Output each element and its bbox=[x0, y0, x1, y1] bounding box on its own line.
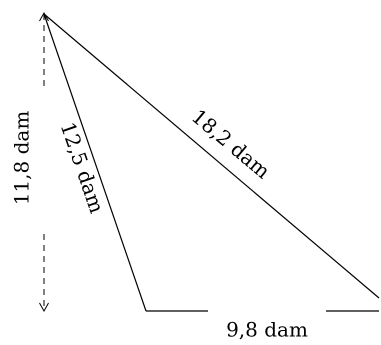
height-arrow-bottom bbox=[39, 302, 49, 313]
side-18-2 bbox=[43, 13, 380, 299]
height-label-gap bbox=[30, 90, 60, 232]
left-side-label: 12,5 dam bbox=[56, 119, 109, 216]
height-arrow-top bbox=[39, 11, 49, 22]
base-label: 9,8 dam bbox=[226, 318, 308, 342]
side-12-5 bbox=[43, 13, 147, 312]
base-label-gap bbox=[208, 300, 326, 322]
hypotenuse-label: 18,2 dam bbox=[187, 104, 275, 183]
height-label: 11,8 dam bbox=[10, 111, 34, 206]
